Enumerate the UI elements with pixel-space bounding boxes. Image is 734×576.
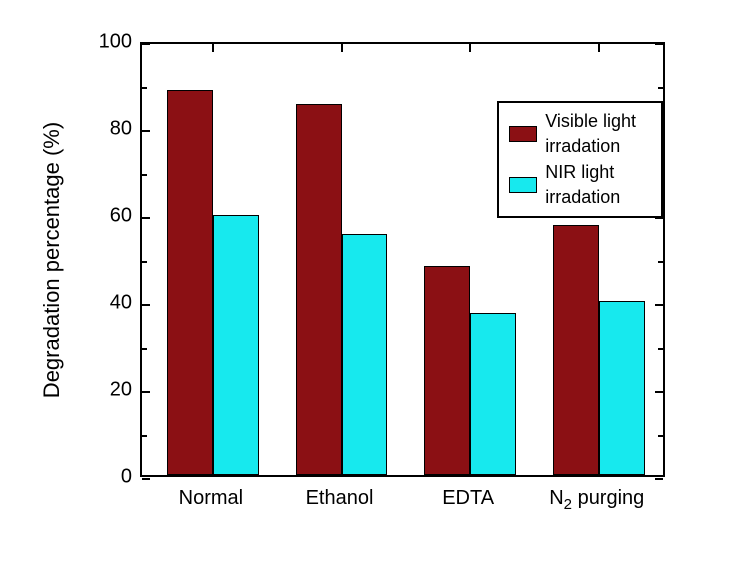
x-tick: [341, 467, 343, 475]
y-minor-tick: [658, 261, 663, 263]
y-tick-label: 80: [96, 118, 132, 141]
y-tick: [142, 217, 150, 219]
x-tick-label: Normal: [179, 487, 243, 510]
bar: [213, 215, 259, 475]
y-tick-label: 100: [96, 31, 132, 54]
x-tick: [212, 467, 214, 475]
y-minor-tick: [142, 87, 147, 89]
y-tick-label: 0: [96, 466, 132, 489]
x-tick: [469, 44, 471, 52]
y-tick: [655, 478, 663, 480]
y-minor-tick: [142, 174, 147, 176]
degradation-bar-chart: Visible light irradationNIR light irrada…: [0, 0, 734, 576]
y-minor-tick: [658, 435, 663, 437]
bar: [553, 225, 599, 475]
y-tick: [142, 43, 150, 45]
legend-label: Visible light irradation: [545, 109, 651, 159]
y-minor-tick: [142, 348, 147, 350]
bar: [296, 104, 342, 475]
plot-area: Visible light irradationNIR light irrada…: [140, 42, 665, 477]
y-tick: [655, 304, 663, 306]
y-tick: [142, 304, 150, 306]
x-tick: [598, 467, 600, 475]
legend-swatch: [509, 177, 537, 193]
y-minor-tick: [658, 348, 663, 350]
y-tick: [655, 391, 663, 393]
x-tick-label: Ethanol: [306, 487, 374, 510]
y-tick: [655, 43, 663, 45]
legend: Visible light irradationNIR light irrada…: [497, 101, 663, 218]
x-tick: [469, 467, 471, 475]
y-minor-tick: [142, 261, 147, 263]
bar: [342, 234, 388, 475]
y-tick: [142, 478, 150, 480]
y-tick: [142, 391, 150, 393]
y-minor-tick: [142, 435, 147, 437]
bar: [424, 266, 470, 475]
x-tick: [212, 44, 214, 52]
legend-item: NIR light irradation: [509, 160, 651, 210]
y-tick: [142, 130, 150, 132]
bar: [167, 90, 213, 475]
y-minor-tick: [658, 87, 663, 89]
x-tick: [598, 44, 600, 52]
legend-label: NIR light irradation: [545, 160, 651, 210]
bar: [470, 313, 516, 475]
y-axis-label: Degradation percentage (%): [39, 121, 65, 397]
legend-swatch: [509, 126, 537, 142]
legend-item: Visible light irradation: [509, 109, 651, 159]
y-tick-label: 60: [96, 205, 132, 228]
y-tick-label: 20: [96, 379, 132, 402]
bar: [599, 301, 645, 475]
y-tick-label: 40: [96, 292, 132, 315]
x-tick-label: EDTA: [442, 487, 494, 510]
x-tick: [341, 44, 343, 52]
x-tick-label: N2 purging: [549, 487, 644, 513]
